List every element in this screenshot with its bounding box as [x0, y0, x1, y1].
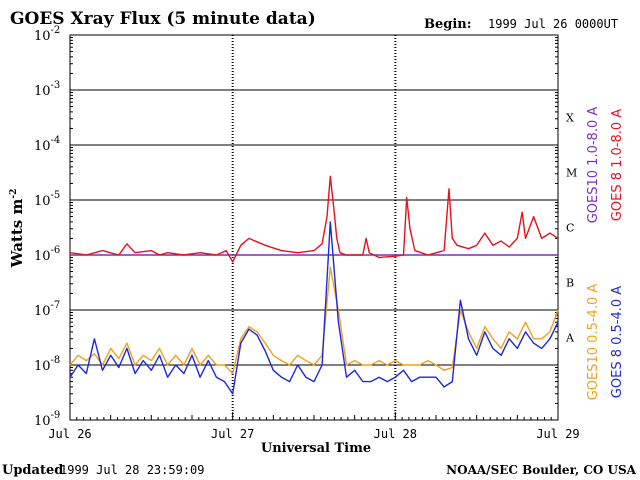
y-tick-label: 10-6	[34, 245, 60, 264]
chart-title: GOES Xray Flux (5 minute data)	[10, 9, 316, 29]
x-tick-label: Jul 29	[536, 427, 579, 441]
y-axis-label-exponent: -2	[9, 189, 19, 199]
grid-lines	[70, 89, 558, 366]
x-tick-label: Jul 27	[211, 427, 254, 441]
updated-label: Updated	[2, 463, 63, 478]
legend-entry: GOES10 1.0-8.0 A	[586, 107, 601, 224]
flare-class-label: C	[566, 222, 574, 235]
footer-credit: NOAA/SEC Boulder, CO USA	[446, 463, 637, 477]
y-tick-label: 10-5	[34, 190, 60, 209]
updated-value: 1999 Jul 28 23:59:09	[60, 463, 205, 477]
x-axis-ticks: Jul 26 Jul 27 Jul 28 Jul 29	[48, 412, 580, 441]
flare-class-label: M	[566, 167, 577, 180]
y-tick-label: 10-8	[34, 355, 60, 374]
y-tick-label: 10-7	[34, 300, 60, 319]
flare-class-label: A	[565, 332, 575, 345]
flare-class-label: X	[566, 112, 574, 125]
day-separators	[231, 35, 397, 420]
x-tick-label: Jul 28	[374, 427, 417, 441]
y-axis-label: Watts m-2	[8, 189, 26, 269]
legend-entry: GOES10 0.5-4.0 A	[586, 284, 601, 401]
legend-entry: GOES 8 0.5-4.0 A	[610, 286, 625, 398]
x-tick-label: Jul 26	[48, 427, 91, 441]
legend-entry: GOES 8 1.0-8.0 A	[610, 109, 625, 221]
flare-class-labels: X M C B A	[565, 112, 577, 345]
series-line	[69, 221, 559, 395]
y-tick-label: 10-4	[34, 135, 60, 154]
flare-class-label: B	[566, 277, 574, 290]
begin-label: Begin:	[424, 17, 472, 32]
legend: GOES10 1.0-8.0 A GOES 8 1.0-8.0 A GOES10 0…	[586, 107, 625, 401]
y-tick-label: 10-3	[34, 80, 60, 99]
y-tick-label: 10-2	[34, 25, 60, 44]
y-axis-ticks: 10-2 10-3 10-4 10-5 10-6 10-7 10-8 10-9	[34, 25, 558, 429]
plot-frame	[69, 34, 559, 421]
y-axis-label-text: Watts m	[8, 199, 26, 269]
x-axis-label: Universal Time	[261, 441, 371, 456]
y-tick-label: 10-9	[34, 410, 60, 429]
series-line	[69, 175, 559, 263]
series-line	[69, 266, 559, 375]
begin-value: 1999 Jul 26 0000UT	[488, 17, 618, 31]
series-lines	[69, 175, 559, 395]
